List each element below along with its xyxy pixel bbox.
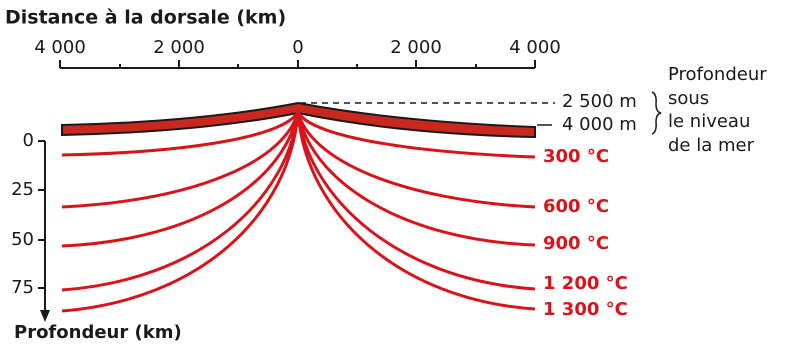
isotherm-label: 1 200 °C <box>543 273 628 294</box>
isotherm-label: 300 °C <box>543 146 609 167</box>
side-label: le niveau <box>668 111 750 132</box>
brace <box>652 92 661 134</box>
isotherm-label: 600 °C <box>543 196 609 217</box>
isotherm-label: 900 °C <box>543 233 609 254</box>
sea-depth: 4 000 m <box>562 114 637 135</box>
left-tick-label: 75 <box>11 277 34 298</box>
left-tick-label: 25 <box>11 179 34 200</box>
top-axis-ticks <box>60 60 535 68</box>
top-tick-label: 4 000 <box>509 37 561 58</box>
isotherm-curves <box>62 112 535 311</box>
sea-depth: 2 500 m <box>562 91 637 112</box>
left-tick-label: 50 <box>11 229 34 250</box>
top-tick-label: 0 <box>292 37 303 58</box>
top-tick-label: 2 000 <box>390 37 442 58</box>
axis-arrow <box>40 310 50 322</box>
top-tick-label: 4 000 <box>34 37 86 58</box>
left-axis-ticks <box>38 141 45 288</box>
diagram: Distance à la dorsale (km) 4 000 2 000 0… <box>0 0 801 345</box>
title: Distance à la dorsale (km) <box>5 7 286 29</box>
left-axis-label: Profondeur (km) <box>14 322 182 343</box>
left-tick-label: 0 <box>23 130 34 151</box>
isotherm-label: 1 300 °C <box>543 299 628 320</box>
side-label: sous <box>668 88 709 109</box>
top-tick-label: 2 000 <box>153 37 205 58</box>
side-label: Profondeur <box>668 64 767 85</box>
side-label: de la mer <box>668 135 755 156</box>
